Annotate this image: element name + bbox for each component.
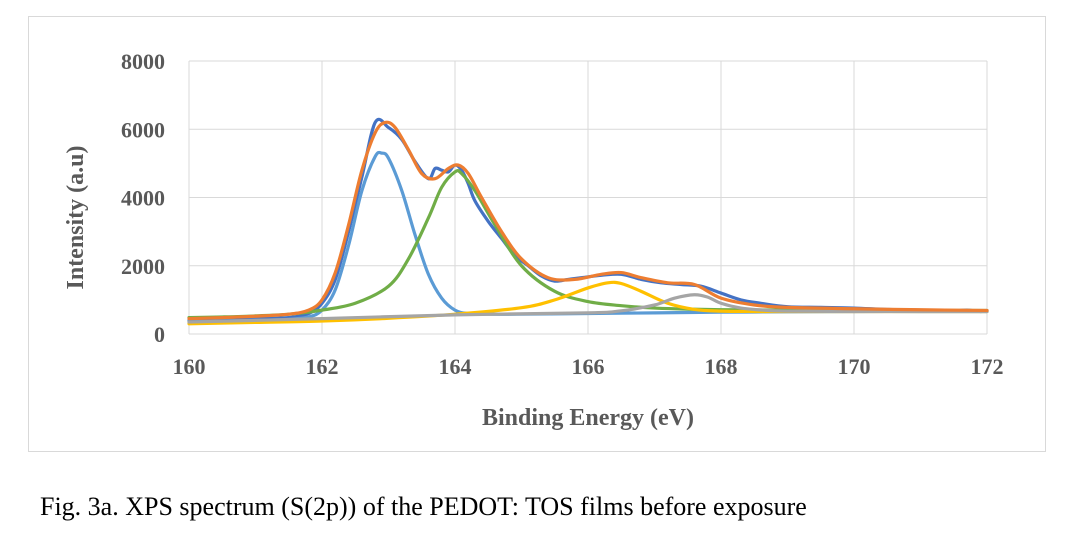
x-tick-label: 162 <box>306 354 339 379</box>
xps-spectrum-chart: 160 162 164 166 168 170 172 0 2000 4000 6000 8000 B… <box>63 49 1004 431</box>
y-tick-label: 0 <box>154 322 165 347</box>
y-tick-label: 2000 <box>121 254 165 279</box>
series-line-4 <box>187 293 989 324</box>
x-tick-label: 160 <box>173 354 206 379</box>
y-tick-label: 4000 <box>121 186 165 211</box>
gridlines <box>188 60 988 335</box>
series-line-5 <box>187 120 989 321</box>
figure-caption: Fig. 3a. XPS spectrum (S(2p)) of the PED… <box>40 492 807 521</box>
tick-labels: 160 162 164 166 168 170 172 0 2000 4000 6000 8000 <box>121 49 1004 379</box>
x-tick-label: 170 <box>838 354 871 379</box>
x-tick-label: 164 <box>439 354 472 379</box>
y-tick-label: 8000 <box>121 49 165 74</box>
y-tick-label: 6000 <box>121 117 165 142</box>
x-tick-label: 168 <box>705 354 738 379</box>
x-tick-label: 166 <box>572 354 605 379</box>
y-axis-title: Intensity (a.u) <box>63 145 89 289</box>
x-axis-title: Binding Energy (eV) <box>482 405 694 431</box>
x-tick-label: 172 <box>971 354 1004 379</box>
chart-frame: 160 162 164 166 168 170 172 0 2000 4000 6000 8000 B… <box>28 16 1046 452</box>
series-lines <box>187 117 989 326</box>
